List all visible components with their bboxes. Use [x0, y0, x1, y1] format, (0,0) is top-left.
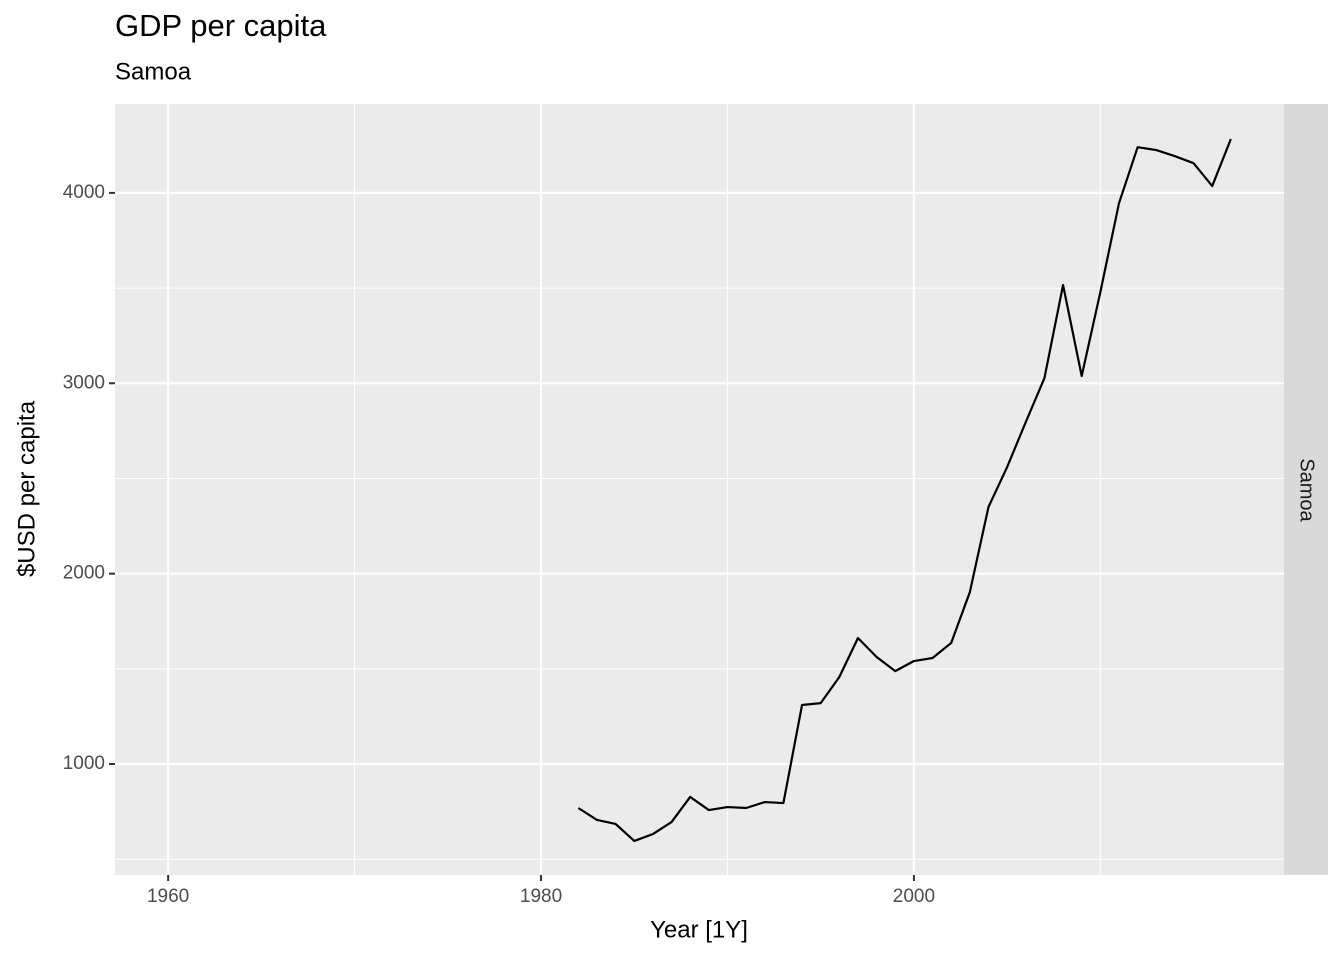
- x-axis-title: Year [1Y]: [650, 916, 748, 943]
- x-tick-label: 1980: [520, 886, 562, 907]
- line: [577, 138, 1232, 843]
- y-axis-title: $USD per capita: [13, 400, 40, 577]
- facet-label: Samoa: [1296, 458, 1318, 522]
- panel: [115, 104, 1284, 875]
- y-tick-label: 2000: [63, 563, 105, 584]
- y-tick-label: 3000: [63, 372, 105, 393]
- x-tick-label: 1960: [147, 886, 189, 907]
- y-tick-label: 1000: [63, 753, 105, 774]
- chart-subtitle: Samoa: [115, 58, 192, 85]
- facet-strip: [1284, 104, 1328, 875]
- chart-title: GDP per capita: [115, 8, 327, 43]
- y-tick-label: 4000: [63, 182, 105, 203]
- x-tick-label: 2000: [893, 886, 935, 907]
